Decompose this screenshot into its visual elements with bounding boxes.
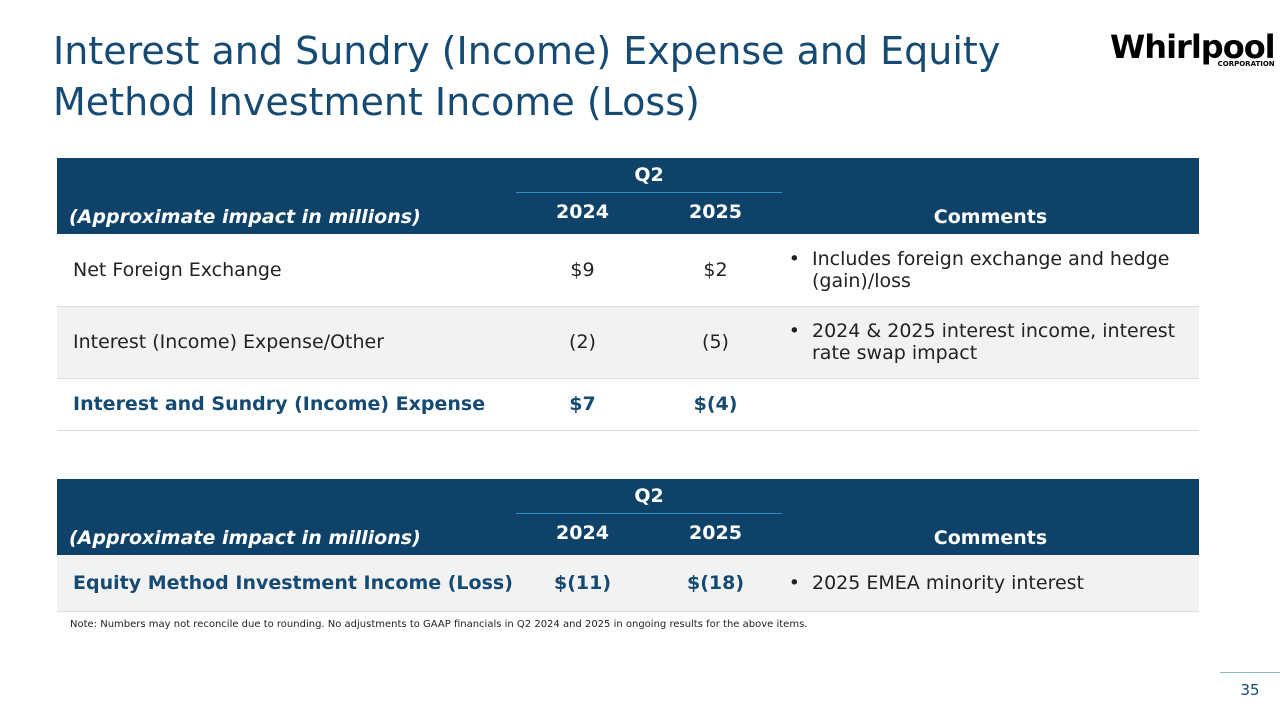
cell: 2024 & 2025 interest income, interest ra… — [782, 306, 1199, 379]
list: 2024 & 2025 interest income, interest ra… — [782, 320, 1199, 364]
cell: 2025 EMEA minority interest — [782, 555, 1199, 612]
comment: Includes foreign exchange and hedge (gai… — [812, 248, 1199, 292]
note: Note: Numbers may not reconcile due to r… — [70, 619, 808, 630]
title: Interest and Sundry (Income) Expense and… — [53, 29, 1001, 124]
page-number: 35 — [1220, 672, 1280, 699]
header-cell: (Approximate impact in millions) — [57, 158, 516, 234]
header-cell: Comments — [782, 479, 1199, 555]
years: 2024 2025 — [516, 193, 782, 229]
cell: $(18) — [649, 555, 782, 612]
comment: 2025 EMEA minority interest — [812, 572, 1199, 594]
cell: $(11) — [516, 555, 649, 612]
cell: $2 — [649, 234, 782, 307]
row: Net Foreign Exchange$9$2 Includes foreign… — [57, 234, 1199, 307]
cell: $7 — [516, 378, 649, 431]
cell: (5) — [649, 306, 782, 379]
table: (Approximate impact in millions) Q2 2024 20… — [57, 479, 1199, 612]
group-label: Q2 — [516, 158, 782, 193]
header-cell: 2025 — [689, 522, 742, 544]
cell: Net Foreign Exchange — [57, 234, 516, 307]
logo: Whirlpool CORPORATION — [1110, 28, 1276, 68]
cell: Includes foreign exchange and hedge (gai… — [782, 234, 1199, 307]
header-cell: 2024 — [556, 522, 609, 544]
cell: Interest (Income) Expense/Other — [57, 306, 516, 379]
list: 2025 EMEA minority interest — [782, 572, 1199, 594]
header-row: (Approximate impact in millions) Q2 2024 20… — [57, 479, 1199, 555]
comment: 2024 & 2025 interest income, interest ra… — [812, 320, 1199, 364]
row: Equity Method Investment Income (Loss) $(… — [57, 555, 1199, 612]
header-row: (Approximate impact in millions) Q2 2024 20… — [57, 158, 1199, 234]
row: Interest (Income) Expense/Other(2)(5) 202… — [57, 306, 1199, 379]
cell: $(4) — [649, 378, 782, 431]
table: (Approximate impact in millions) Q2 2024 20… — [57, 158, 1199, 431]
logo-text: Whirlpool — [1110, 28, 1276, 66]
row: Interest and Sundry (Income) Expense $7 $(… — [57, 378, 1199, 431]
header-cell: 2025 — [689, 201, 742, 223]
cell: (2) — [516, 306, 649, 379]
list: Includes foreign exchange and hedge (gai… — [782, 248, 1199, 292]
header-cell: Comments — [782, 158, 1199, 234]
header-cell: 2024 — [556, 201, 609, 223]
cell: Interest and Sundry (Income) Expense — [57, 378, 516, 431]
group-header: Q2 2024 2025 — [516, 158, 782, 234]
cell: Equity Method Investment Income (Loss) — [57, 555, 516, 612]
group-header: Q2 2024 2025 — [516, 479, 782, 555]
group-label: Q2 — [516, 479, 782, 514]
cell: $9 — [516, 234, 649, 307]
logo-sub: CORPORATION — [1217, 60, 1275, 68]
years: 2024 2025 — [516, 514, 782, 550]
cell — [782, 378, 1199, 431]
header-cell: (Approximate impact in millions) — [57, 479, 516, 555]
